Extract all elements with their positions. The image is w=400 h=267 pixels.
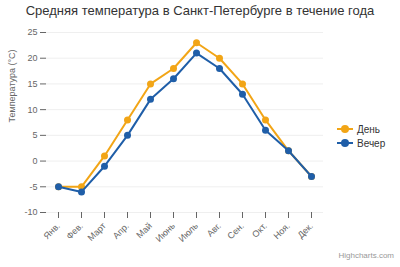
svg-text:20: 20 <box>27 53 37 63</box>
svg-text:Март: Март <box>86 221 108 243</box>
svg-text:Окт.: Окт. <box>250 221 269 240</box>
html-text:Средняя температура в Санкт-Пе: Средняя температура в Санкт-Петербурге в… <box>25 3 375 18</box>
svg-text:Янв.: Янв. <box>42 221 62 241</box>
svg-text:10: 10 <box>27 105 37 115</box>
svg-text:-5: -5 <box>29 182 37 192</box>
svg-text:5: 5 <box>32 130 37 140</box>
svg-text:25: 25 <box>27 27 37 37</box>
svg-text:Сен.: Сен. <box>225 221 245 241</box>
svg-text:Дек.: Дек. <box>295 221 314 240</box>
svg-text:Май: Май <box>134 221 154 241</box>
svg-text:15: 15 <box>27 79 37 89</box>
svg-text:Авг.: Авг. <box>205 221 223 239</box>
html-text:Вечер: Вечер <box>357 137 386 149</box>
svg-text:Апр.: Апр. <box>111 221 131 241</box>
svg-text:0: 0 <box>32 156 37 166</box>
svg-text:Фев.: Фев. <box>64 221 85 242</box>
svg-text:Июнь: Июнь <box>154 220 177 243</box>
svg-text:Июль: Июль <box>177 220 201 244</box>
html-text:День: День <box>357 123 381 135</box>
svg-text:Температура (°C): Температура (°C) <box>7 49 17 122</box>
html-text:Highcharts.com: Highcharts.com <box>338 251 394 260</box>
svg-text:-10: -10 <box>24 207 37 217</box>
svg-text:Ноя.: Ноя. <box>272 221 292 241</box>
